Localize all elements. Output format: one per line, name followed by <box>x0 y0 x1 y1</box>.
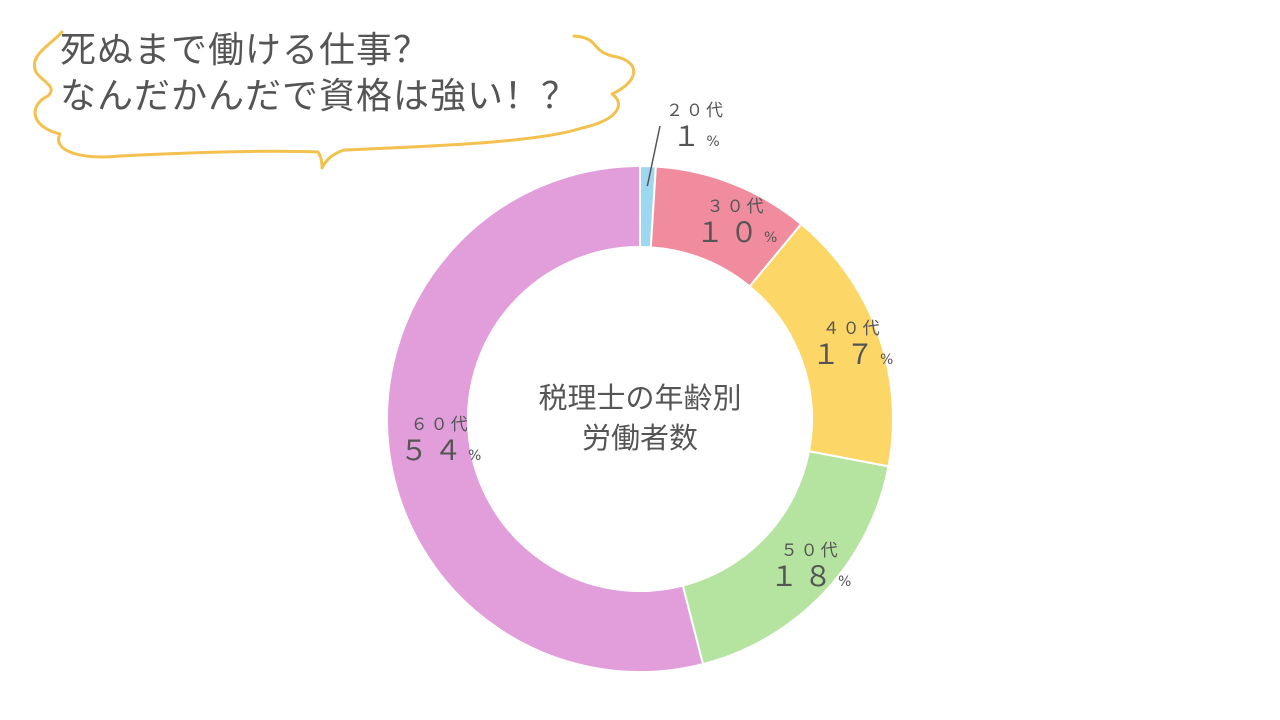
slice-category: ５０代 <box>780 541 841 561</box>
headline-line-1: 死ぬまで働ける仕事？ <box>60 30 431 71</box>
slice-label-60s: ６０代 ５４% <box>400 410 481 472</box>
slice-category: ６０代 <box>410 415 471 435</box>
slice-label-40s: ４０代 １７% <box>812 314 893 376</box>
headline-line-2: なんだかんだで資格は強い！？ <box>60 76 579 117</box>
percent-unit: % <box>468 448 482 464</box>
slice-value: １７ <box>812 338 881 371</box>
donut-slice-4 <box>386 164 705 673</box>
percent-unit: % <box>706 134 720 150</box>
percent-unit: % <box>880 352 894 368</box>
slice-label-20s: ２０代 １% <box>666 96 726 158</box>
speech-bubble: 死ぬまで働ける仕事？ なんだかんだで資格は強い！？ <box>0 0 660 190</box>
slice-label-30s: ３０代 １０% <box>696 192 777 254</box>
slice-value: １８ <box>770 560 839 593</box>
slice-category: ２０代 <box>666 101 726 121</box>
center-label-line-1: 税理士の年齢別 <box>538 381 742 415</box>
slice-category: ３０代 <box>706 197 767 217</box>
leader-line-20s <box>646 125 661 187</box>
slice-label-50s: ５０代 １８% <box>770 536 851 598</box>
headline: 死ぬまで働ける仕事？ なんだかんだで資格は強い！？ <box>60 28 578 120</box>
speech-bubble-outline <box>32 30 636 170</box>
chart-center-label: 税理士の年齢別 労働者数 <box>520 378 760 458</box>
center-label-line-2: 労働者数 <box>581 421 698 455</box>
slice-value: １ <box>672 120 707 153</box>
slice-category: ４０代 <box>822 319 883 339</box>
percent-unit: % <box>764 230 778 246</box>
percent-unit: % <box>838 574 852 590</box>
slice-value: １０ <box>696 216 765 249</box>
slice-value: ５４ <box>400 434 469 467</box>
